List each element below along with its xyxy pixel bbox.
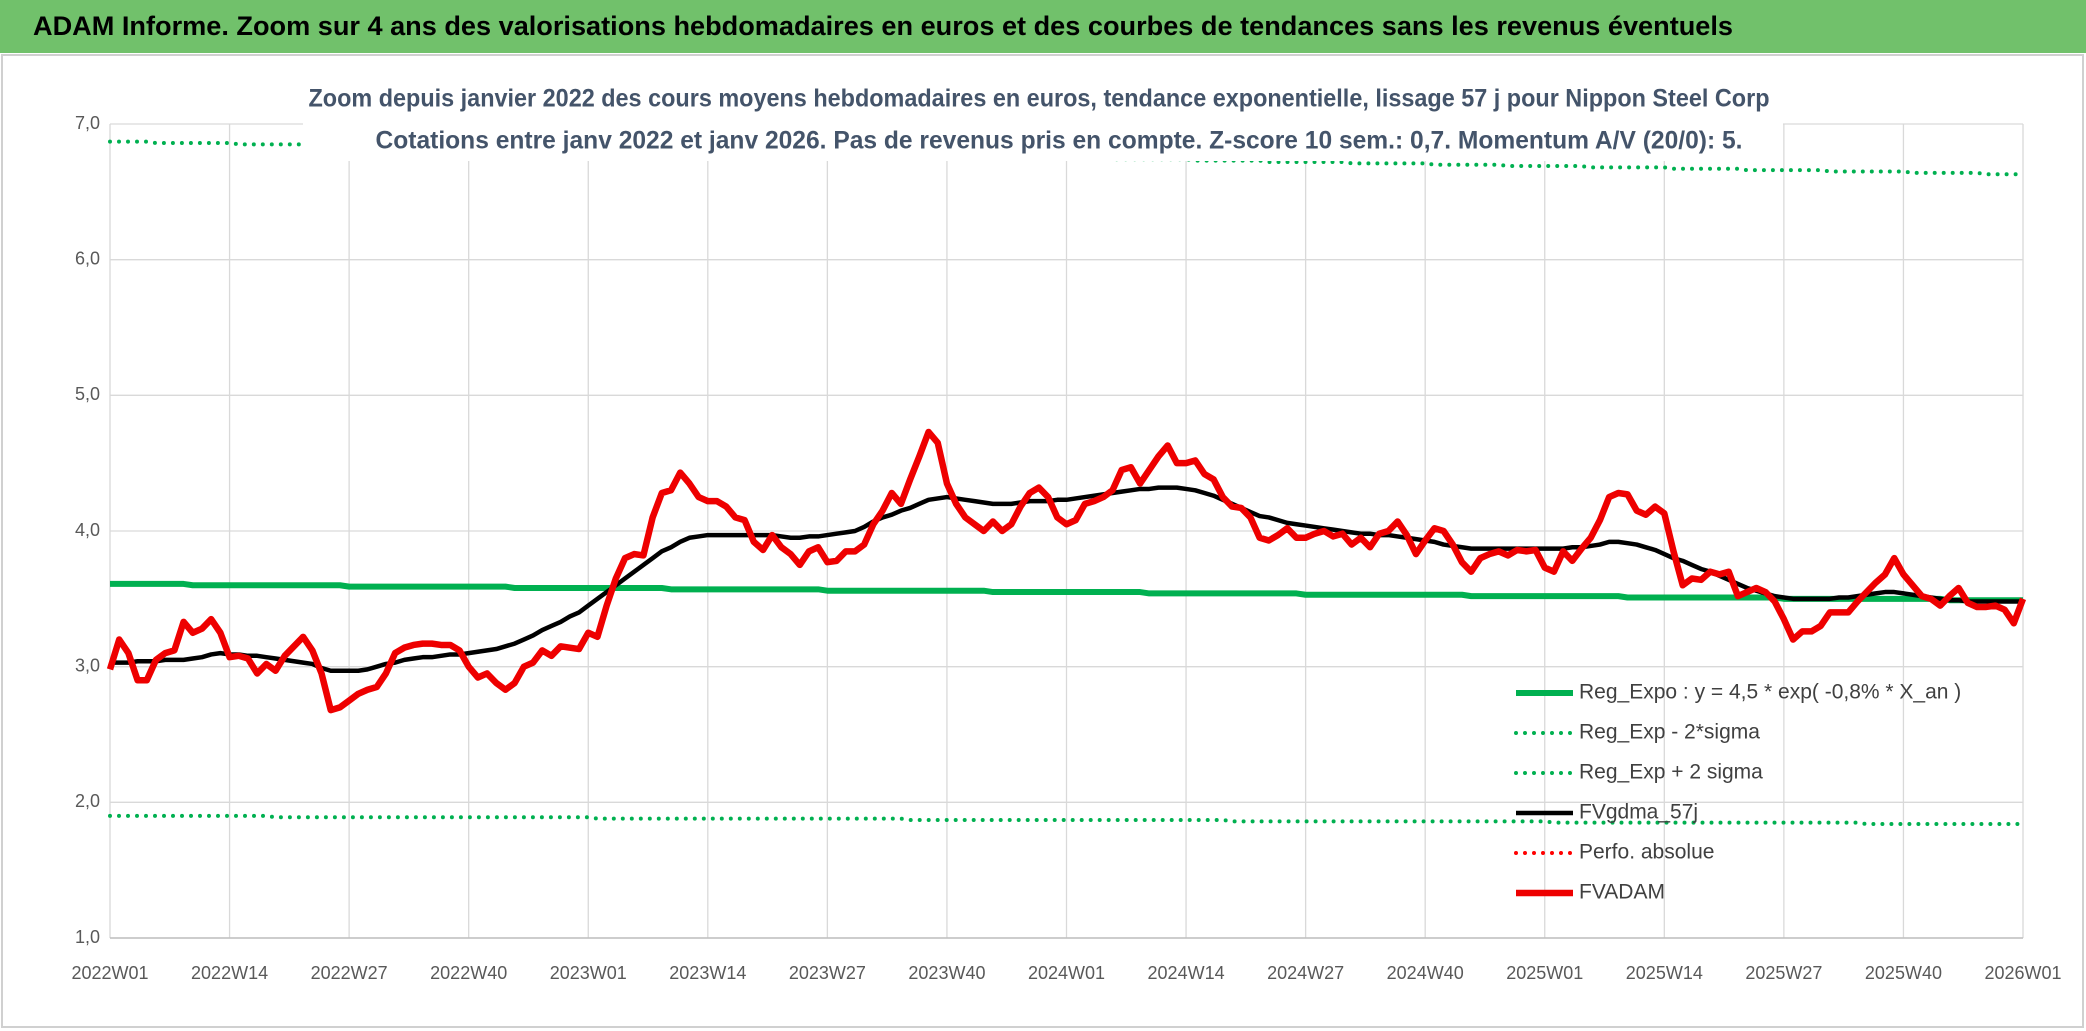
legend: Reg_Expo : y = 4,5 * exp( -0,8% * X_an )… <box>1514 681 1961 904</box>
x-tick-label: 2022W14 <box>191 963 268 983</box>
series-line <box>110 485 2023 673</box>
x-tick-label: 2022W40 <box>430 963 507 983</box>
chart-frame <box>1 54 2084 1028</box>
x-tick-label: 2023W01 <box>550 963 627 983</box>
y-tick-label: 7,0 <box>75 113 100 133</box>
x-tick-label: 2026W01 <box>1984 963 2061 983</box>
x-tick-label: 2022W01 <box>71 963 148 983</box>
legend-label: Reg_Expo : y = 4,5 * exp( -0,8% * X_an ) <box>1579 681 1961 704</box>
x-tick-label: 2024W27 <box>1267 963 1344 983</box>
series-line <box>110 580 2023 604</box>
x-tick-label: 2022W27 <box>311 963 388 983</box>
plot-area: 1,0 2,0 3,0 4,0 5,0 6,0 7,0 2022W01 2022W14 2022W… <box>71 113 2061 983</box>
chart-title: Zoom depuis janvier 2022 des cours moyen… <box>309 85 1770 113</box>
x-tick-label: 2024W14 <box>1148 963 1225 983</box>
chart-subtitle: Cotations entre janv 2022 et janv 2026. … <box>376 127 1743 155</box>
x-tick-label: 2025W01 <box>1506 963 1583 983</box>
y-tick-label: 1,0 <box>75 927 100 947</box>
y-tick-label: 6,0 <box>75 248 100 268</box>
series-line <box>106 428 2027 714</box>
y-tick-label: 3,0 <box>75 655 100 675</box>
x-tick-label: 2025W14 <box>1626 963 1703 983</box>
y-tick-label: 5,0 <box>75 384 100 404</box>
x-tick-label: 2024W01 <box>1028 963 1105 983</box>
x-tick-label: 2025W40 <box>1865 963 1942 983</box>
legend-label: Reg_Exp - 2*sigma <box>1579 721 1760 744</box>
y-tick-label: 4,0 <box>75 520 100 540</box>
x-tick-label: 2023W40 <box>908 963 985 983</box>
title-box <box>303 77 1783 161</box>
y-tick-label: 2,0 <box>75 791 100 811</box>
legend-label: Reg_Exp + 2 sigma <box>1579 761 1763 784</box>
x-tick-label: 2024W40 <box>1387 963 1464 983</box>
series-line <box>108 813 2025 827</box>
banner-bar <box>0 0 2086 53</box>
x-tick-label: 2025W27 <box>1745 963 1822 983</box>
x-tick-label: 2023W27 <box>789 963 866 983</box>
legend-label: Perfo. absolue <box>1579 841 1714 864</box>
legend-label: FVgdma_57j <box>1579 801 1698 824</box>
x-tick-label: 2023W14 <box>669 963 746 983</box>
legend-label: FVADAM <box>1579 881 1665 904</box>
banner-title: ADAM Informe. Zoom sur 4 ans des valoris… <box>33 11 1733 41</box>
